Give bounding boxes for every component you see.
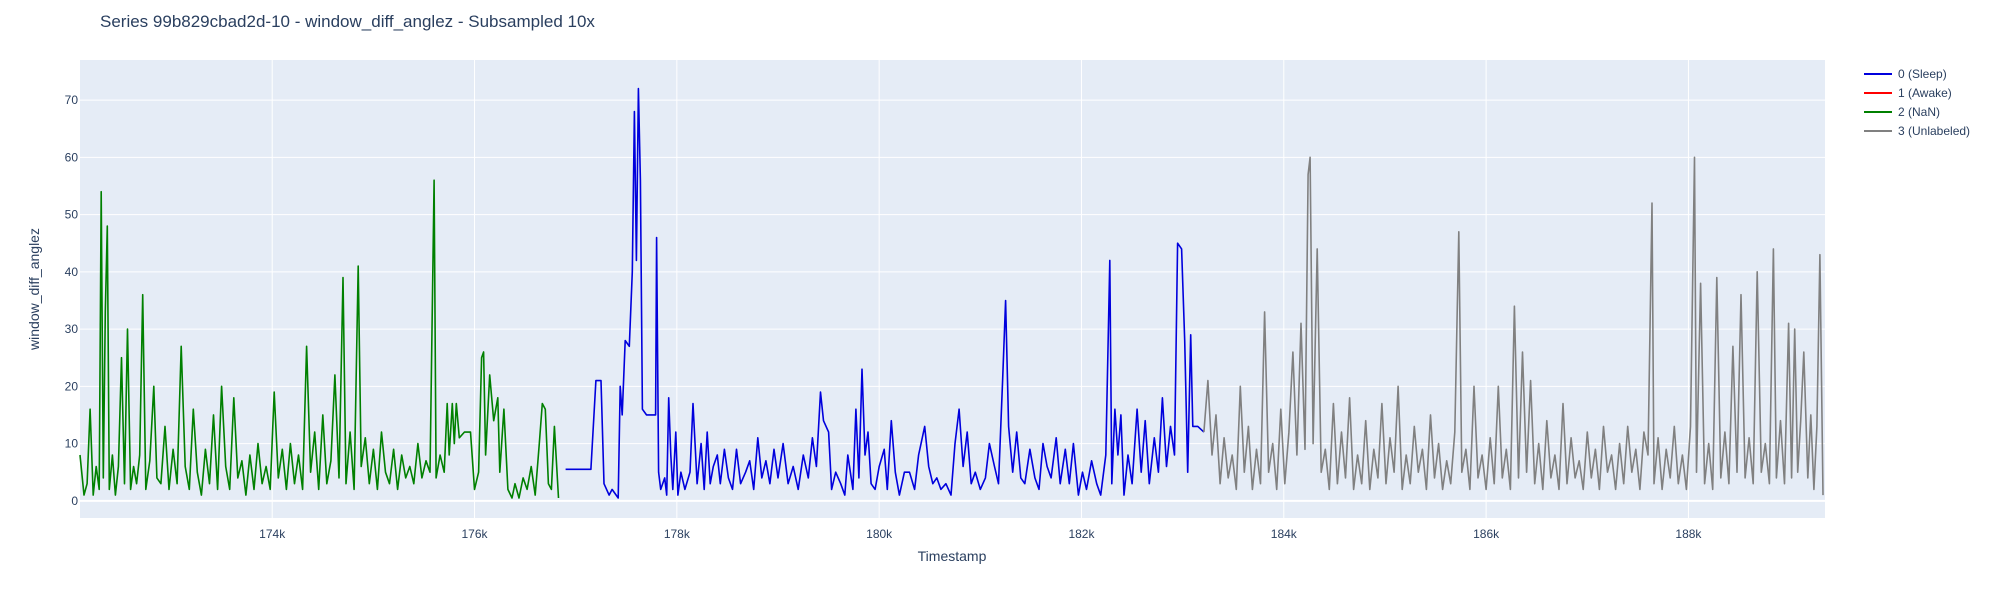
y-gridlines bbox=[80, 99, 1825, 502]
y-tick-label: 70 bbox=[65, 93, 79, 107]
chart-title: Series 99b829cbad2d-10 - window_diff_ang… bbox=[100, 12, 595, 31]
x-tick-label: 180k bbox=[866, 527, 893, 541]
x-tick-label: 174k bbox=[259, 527, 286, 541]
legend-item[interactable]: 2 (NaN) bbox=[1864, 102, 1970, 121]
y-axis-label: window_diff_anglez bbox=[26, 228, 42, 351]
series-line-0-sleep bbox=[565, 87, 1205, 499]
legend-swatch bbox=[1864, 129, 1892, 132]
plot-background bbox=[80, 60, 1825, 518]
x-tick-label: 188k bbox=[1675, 527, 1702, 541]
legend-swatch bbox=[1864, 91, 1892, 94]
series-lines bbox=[79, 87, 1824, 499]
legend-label: 2 (NaN) bbox=[1898, 104, 1941, 119]
x-tick-label: 176k bbox=[462, 527, 489, 541]
legend: 0 (Sleep) 1 (Awake) 2 (NaN) 3 (Unlabeled) bbox=[1864, 64, 1970, 140]
y-tick-label: 10 bbox=[65, 437, 79, 451]
y-tick-label: 60 bbox=[65, 150, 79, 164]
legend-item[interactable]: 1 (Awake) bbox=[1864, 83, 1970, 102]
legend-item[interactable]: 0 (Sleep) bbox=[1864, 64, 1970, 83]
y-tick-label: 30 bbox=[65, 322, 79, 336]
legend-label: 3 (Unlabeled) bbox=[1898, 123, 1971, 138]
x-axis-label: Timestamp bbox=[918, 548, 987, 564]
x-gridlines bbox=[271, 60, 1689, 518]
y-tick-label: 40 bbox=[65, 265, 79, 279]
x-tick-label: 184k bbox=[1271, 527, 1298, 541]
x-tick-label: 182k bbox=[1068, 527, 1095, 541]
legend-label: 0 (Sleep) bbox=[1898, 66, 1947, 81]
y-tick-label: 0 bbox=[71, 494, 78, 508]
x-tick-label: 178k bbox=[664, 527, 691, 541]
y-tick-label: 20 bbox=[65, 379, 79, 393]
series-line-2-nan bbox=[79, 179, 560, 499]
x-axis-ticks: 174k 176k 178k 180k 182k 184k 186k 188k bbox=[259, 527, 1702, 541]
legend-item[interactable]: 3 (Unlabeled) bbox=[1864, 121, 1970, 140]
y-axis-ticks: 0 10 20 30 40 50 60 70 bbox=[65, 93, 79, 508]
legend-label: 1 (Awake) bbox=[1898, 85, 1952, 100]
y-tick-label: 50 bbox=[65, 208, 79, 222]
legend-swatch bbox=[1864, 110, 1892, 113]
series-line-3-unlabeled bbox=[1203, 156, 1824, 496]
x-tick-label: 186k bbox=[1473, 527, 1500, 541]
legend-swatch bbox=[1864, 72, 1892, 75]
